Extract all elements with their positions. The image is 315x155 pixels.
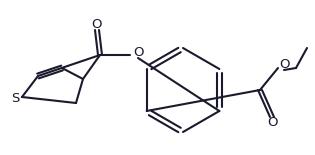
Text: O: O	[267, 117, 277, 129]
Text: O: O	[133, 46, 143, 58]
Text: O: O	[279, 58, 289, 71]
Text: O: O	[92, 18, 102, 31]
Text: S: S	[11, 93, 19, 106]
